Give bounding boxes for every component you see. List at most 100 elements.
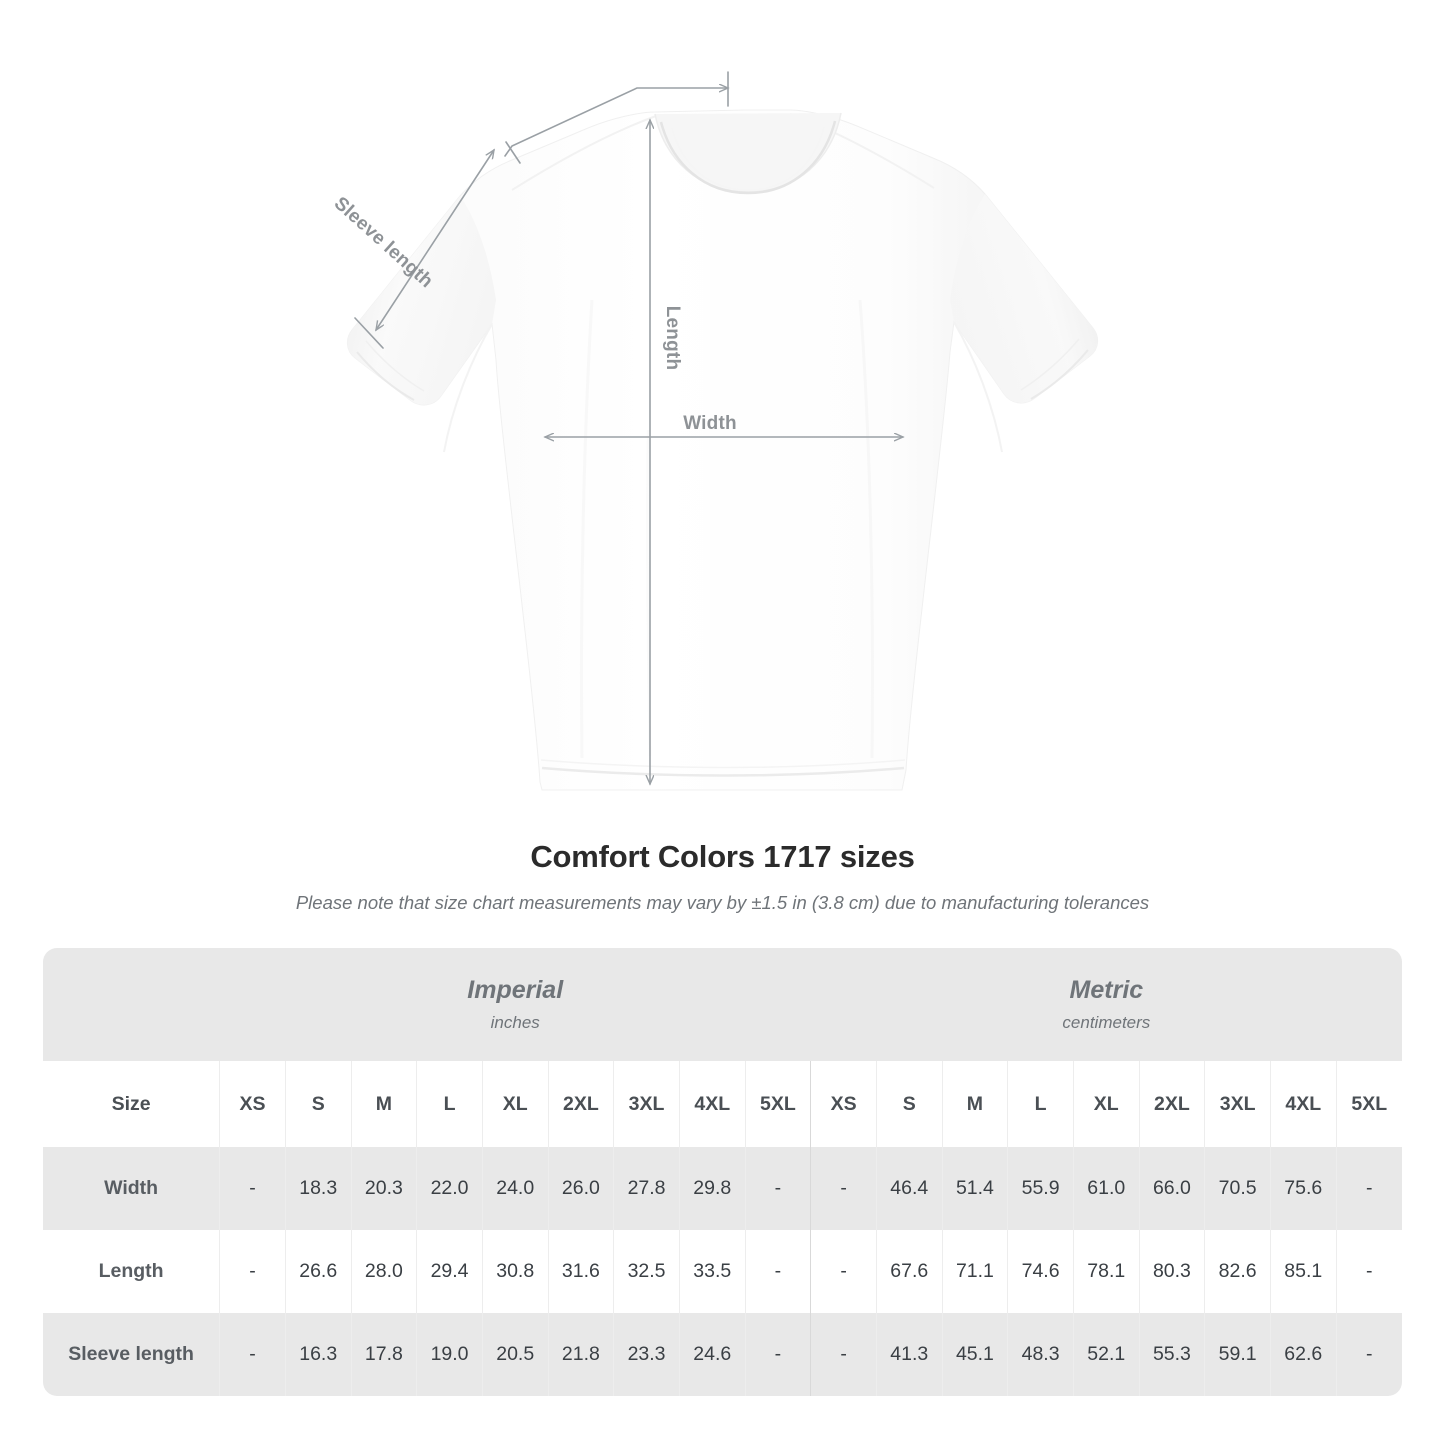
unit-banner-metric: Metric centimeters (810, 948, 1402, 1061)
cell-length-imperial-l: 29.4 (416, 1230, 483, 1313)
cell-sleeve-length-metric-xs: - (810, 1313, 877, 1396)
shoulder-leader-line (504, 88, 728, 157)
size-column-header-metric-xs: XS (810, 1061, 877, 1147)
cell-length-metric-xs: - (810, 1230, 877, 1313)
size-column-header-metric-5xl: 5XL (1336, 1061, 1402, 1147)
size-column-header-metric-l: L (1007, 1061, 1074, 1147)
unit-name: Imperial (467, 976, 564, 1005)
cell-length-metric-m: 71.1 (942, 1230, 1009, 1313)
cell-sleeve-length-imperial-xl: 20.5 (482, 1313, 549, 1396)
cell-width-metric-s: 46.4 (876, 1147, 943, 1230)
cell-sleeve-length-imperial-m: 17.8 (351, 1313, 418, 1396)
sleeve-length-arrow (376, 150, 494, 330)
cell-length-imperial-2xl: 31.6 (548, 1230, 615, 1313)
cell-sleeve-length-metric-3xl: 59.1 (1204, 1313, 1271, 1396)
cell-length-imperial-xl: 30.8 (482, 1230, 549, 1313)
cell-width-imperial-xs: - (219, 1147, 286, 1230)
cell-width-imperial-xl: 24.0 (482, 1147, 549, 1230)
cell-length-imperial-3xl: 32.5 (613, 1230, 680, 1313)
table-row: Width -18.3 20.3 22.0 24.0 26.0 27.8 29.8- -46.4… (43, 1147, 1402, 1230)
length-label: Length (662, 305, 683, 371)
cell-sleeve-length-imperial-l: 19.0 (416, 1313, 483, 1396)
cell-length-metric-l: 74.6 (1007, 1230, 1074, 1313)
sleeve-tick-bottom (354, 317, 384, 349)
cell-width-imperial-m: 20.3 (351, 1147, 418, 1230)
unit-banner-imperial: Imperial inches (219, 948, 811, 1061)
size-chart-table-wrap: Imperial inches Metric centimeters Size XS S M L… (43, 948, 1402, 1396)
size-column-header-metric-m: M (942, 1061, 1009, 1147)
cell-length-metric-5xl: - (1336, 1230, 1402, 1313)
cell-length-imperial-5xl: - (745, 1230, 812, 1313)
cell-sleeve-length-metric-2xl: 55.3 (1139, 1313, 1206, 1396)
width-label: Width (683, 413, 737, 434)
cell-sleeve-length-imperial-4xl: 24.6 (679, 1313, 746, 1396)
cell-width-imperial-2xl: 26.0 (548, 1147, 615, 1230)
unit-name: Metric (1069, 976, 1144, 1005)
cell-length-imperial-4xl: 33.5 (679, 1230, 746, 1313)
cell-width-metric-2xl: 66.0 (1139, 1147, 1206, 1230)
cell-length-imperial-m: 28.0 (351, 1230, 418, 1313)
size-column-header-imperial-xl: XL (482, 1061, 549, 1147)
cell-width-imperial-5xl: - (745, 1147, 812, 1230)
tolerance-note: Please note that size chart measurements… (295, 892, 1150, 914)
size-column-header-imperial-l: L (416, 1061, 483, 1147)
cell-length-metric-s: 67.6 (876, 1230, 943, 1313)
cell-sleeve-length-metric-s: 41.3 (876, 1313, 943, 1396)
cell-width-metric-xs: - (810, 1147, 877, 1230)
cell-length-metric-2xl: 80.3 (1139, 1230, 1206, 1313)
size-column-header-imperial-3xl: 3XL (613, 1061, 680, 1147)
cell-width-metric-5xl: - (1336, 1147, 1402, 1230)
row-label-width: Width (43, 1147, 221, 1230)
cell-sleeve-length-metric-4xl: 62.6 (1270, 1313, 1337, 1396)
cell-width-imperial-3xl: 27.8 (613, 1147, 680, 1230)
tshirt-garment (347, 109, 1098, 791)
tshirt-diagram-svg (347, 71, 1098, 791)
measurement-annotations (354, 71, 903, 784)
page-title: Comfort Colors 1717 sizes (530, 839, 915, 874)
cell-sleeve-length-metric-m: 45.1 (942, 1313, 1009, 1396)
size-column-header-imperial-5xl: 5XL (745, 1061, 812, 1147)
size-column-header-imperial-m: M (351, 1061, 418, 1147)
size-chart-table: Imperial inches Metric centimeters Size XS S M L… (43, 948, 1402, 1396)
size-column-header-imperial-4xl: 4XL (679, 1061, 746, 1147)
size-column-header-metric-3xl: 3XL (1204, 1061, 1271, 1147)
cell-sleeve-length-metric-xl: 52.1 (1073, 1313, 1140, 1396)
row-label-sleeve-length: Sleeve length (43, 1313, 221, 1396)
cell-sleeve-length-metric-l: 48.3 (1007, 1313, 1074, 1396)
unit-subtitle: centimeters (1062, 1013, 1151, 1033)
cell-sleeve-length-imperial-5xl: - (745, 1313, 812, 1396)
cell-sleeve-length-imperial-2xl: 21.8 (548, 1313, 615, 1396)
cell-width-imperial-l: 22.0 (416, 1147, 483, 1230)
unit-banner-spacer (43, 948, 220, 1061)
size-column-header-metric-s: S (876, 1061, 943, 1147)
sleeve-tick-top (505, 141, 521, 164)
unit-banner-row: Imperial inches Metric centimeters (43, 948, 1402, 1061)
size-column-header-imperial-xs: XS (219, 1061, 286, 1147)
table-row: Length -26.6 28.0 29.4 30.8 31.6 32.5 33.5- -67.… (43, 1230, 1402, 1313)
row-label-length: Length (43, 1230, 221, 1313)
cell-width-imperial-4xl: 29.8 (679, 1147, 746, 1230)
title-block: Comfort Colors 1717 sizes Please note th… (0, 838, 1445, 915)
cell-width-metric-l: 55.9 (1007, 1147, 1074, 1230)
cell-length-metric-xl: 78.1 (1073, 1230, 1140, 1313)
size-column-header-imperial-2xl: 2XL (548, 1061, 615, 1147)
cell-width-metric-m: 51.4 (942, 1147, 1009, 1230)
size-header-label: Size (43, 1061, 221, 1147)
cell-length-imperial-s: 26.6 (285, 1230, 352, 1313)
cell-width-imperial-s: 18.3 (285, 1147, 352, 1230)
cell-sleeve-length-imperial-xs: - (219, 1313, 286, 1396)
cell-sleeve-length-metric-5xl: - (1336, 1313, 1402, 1396)
table-row: Sleeve length -16.3 17.8 19.0 20.5 21.8 23.3 24… (43, 1313, 1402, 1396)
cell-length-metric-4xl: 85.1 (1270, 1230, 1337, 1313)
size-column-header-metric-xl: XL (1073, 1061, 1140, 1147)
cell-length-imperial-xs: - (219, 1230, 286, 1313)
tshirt-illustration: Sleeve length Length Width (330, 71, 1098, 791)
cell-width-metric-4xl: 75.6 (1270, 1147, 1337, 1230)
size-header-row: Size XS S M L XL 2XL 3XL 4XL 5XL XS S M L XL 2XL 3XL 4XL 5… (43, 1061, 1402, 1147)
cell-length-metric-3xl: 82.6 (1204, 1230, 1271, 1313)
cell-sleeve-length-imperial-3xl: 23.3 (613, 1313, 680, 1396)
size-column-header-metric-4xl: 4XL (1270, 1061, 1337, 1147)
size-column-header-imperial-s: S (285, 1061, 352, 1147)
cell-sleeve-length-imperial-s: 16.3 (285, 1313, 352, 1396)
cell-width-metric-3xl: 70.5 (1204, 1147, 1271, 1230)
